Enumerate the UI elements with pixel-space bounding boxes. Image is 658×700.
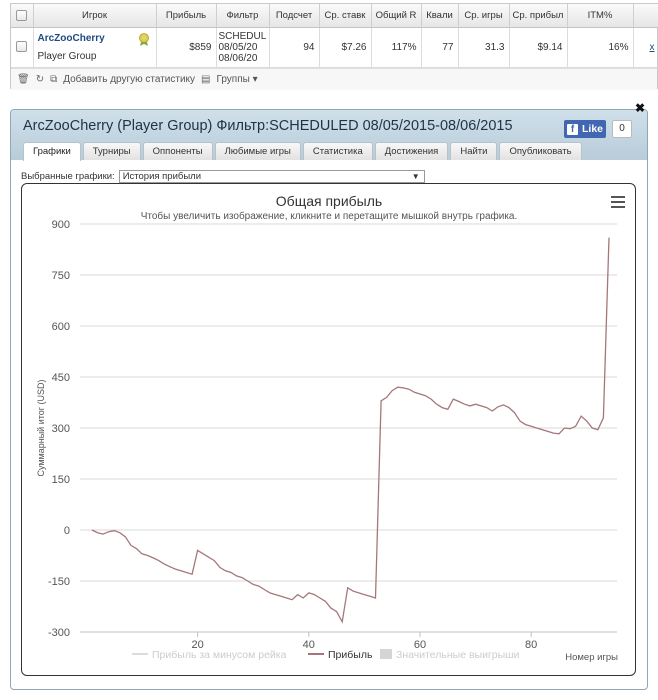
tab-tournaments[interactable]: Турниры	[82, 142, 141, 160]
dropdown-arrow-icon: ▼	[411, 172, 420, 181]
filter-line: 08/06/20	[218, 52, 258, 64]
chevron-down-icon: ▾	[252, 73, 258, 85]
x-tick-label: 40	[303, 639, 315, 651]
table-header-row: Игрок Прибыль Фильтр Подсчет Ср. ставк О…	[11, 4, 658, 28]
tab-statistics[interactable]: Статистика	[302, 142, 373, 160]
groups-icon: ▤	[201, 73, 211, 85]
y-tick-label: 750	[52, 270, 70, 282]
chart-selector-row: Выбранные графики: История прибыли ▼	[21, 170, 425, 183]
chart-selector-label: Выбранные графики:	[21, 171, 115, 182]
filter-line: 08/05/20	[218, 41, 258, 53]
add-stats-button[interactable]: Добавить другую статистику	[63, 73, 196, 85]
stats-table-container: Игрок Прибыль Фильтр Подсчет Ср. ставк О…	[10, 3, 658, 90]
player-panel: ArcZooCherry (Player Group) Фильтр:SCHED…	[10, 102, 648, 690]
qualified-cell: 77	[421, 27, 459, 68]
facebook-icon: f	[567, 123, 578, 135]
player-group-label: Player Group	[37, 50, 97, 62]
column-header-avg-stake[interactable]: Ср. ставк	[319, 4, 372, 28]
filter-line: SCHEDUL	[218, 30, 267, 42]
tab-find[interactable]: Найти	[450, 142, 498, 160]
column-header-extra	[633, 4, 658, 28]
avg-stake-cell: $7.26	[319, 27, 372, 68]
y-tick-label: 900	[52, 219, 70, 231]
y-tick-label: -150	[48, 576, 70, 588]
select-all-checkbox-cell[interactable]	[11, 4, 34, 28]
chart-selector-dropdown[interactable]: История прибыли ▼	[118, 170, 425, 183]
tab-favorite-games[interactable]: Любимые игры	[214, 142, 301, 160]
itm-cell: 16%	[567, 27, 634, 68]
y-tick-label: 600	[52, 321, 70, 333]
y-tick-label: -300	[48, 627, 70, 639]
y-tick-label: 150	[52, 474, 70, 486]
panel-header: ArcZooCherry (Player Group) Фильтр:SCHED…	[11, 110, 647, 161]
refresh-icon[interactable]: ↻	[35, 73, 45, 85]
groups-label: Группы	[216, 73, 250, 85]
tab-charts[interactable]: Графики	[23, 142, 81, 161]
chart-subtitle: Чтобы увеличить изображение, кликните и …	[141, 210, 518, 222]
panel-tabs: Графики Турниры Оппоненты Любимые игры С…	[23, 142, 582, 161]
legend-item-profit: Прибыль	[328, 649, 373, 661]
column-header-avg-profit[interactable]: Ср. прибыл	[509, 4, 568, 28]
remove-cell: x	[633, 27, 658, 68]
column-header-total-roi[interactable]: Общий R	[371, 4, 422, 28]
total-roi-cell: 117%	[371, 27, 422, 68]
groups-dropdown[interactable]: Группы ▾	[217, 74, 258, 85]
y-tick-label: 0	[64, 525, 70, 537]
y-tick-label: 450	[52, 372, 70, 384]
facebook-like-button[interactable]: f Like	[564, 120, 606, 138]
player-name-link[interactable]: ArcZooCherry	[37, 32, 105, 44]
column-header-itm[interactable]: ITM%	[567, 4, 634, 28]
stats-table: Игрок Прибыль Фильтр Подсчет Ср. ставк О…	[11, 4, 658, 68]
tab-publish[interactable]: Опубликовать	[499, 142, 582, 160]
close-icon[interactable]: ✖	[635, 101, 646, 115]
column-header-player[interactable]: Игрок	[33, 4, 157, 28]
tab-opponents[interactable]: Оппоненты	[142, 142, 213, 160]
rank-badge-icon	[138, 32, 149, 46]
legend-swatch-big-wins	[380, 649, 392, 659]
like-count: 0	[612, 120, 632, 138]
profit-cell: $859	[156, 27, 217, 68]
row-checkbox-cell[interactable]	[11, 27, 34, 68]
x-tick-label: 20	[191, 639, 203, 651]
avg-profit-cell: $9.14	[509, 27, 568, 68]
table-row: ArcZooCherry Player Group $859 SCHEDUL 0…	[11, 27, 658, 68]
filter-cell: SCHEDUL 08/05/20 08/06/20	[216, 27, 270, 68]
trash-icon[interactable]: 🗑	[17, 73, 30, 85]
column-header-count[interactable]: Подсчет	[269, 4, 320, 28]
player-cell: ArcZooCherry Player Group	[33, 27, 157, 68]
column-header-avg-games[interactable]: Ср. игры	[458, 4, 510, 28]
add-stats-icon: ⧉	[50, 73, 58, 85]
chart-menu-icon[interactable]	[611, 196, 625, 208]
table-toolbar: 🗑 ↻ ⧉ Добавить другую статистику ▤ Групп…	[11, 67, 657, 90]
like-label: Like	[582, 123, 604, 135]
panel-title: ArcZooCherry (Player Group) Фильтр:SCHED…	[23, 118, 513, 134]
legend-item-big-wins: Значительные выигрыши	[396, 649, 520, 661]
x-tick-label: 60	[414, 639, 426, 651]
remove-row-link[interactable]: x	[649, 41, 655, 53]
avg-games-cell: 31.3	[458, 27, 510, 68]
count-cell: 94	[269, 27, 320, 68]
x-axis-label: Номер игры	[565, 652, 618, 663]
x-tick-label: 80	[525, 639, 537, 651]
y-tick-label: 300	[52, 423, 70, 435]
column-header-filter[interactable]: Фильтр	[216, 4, 270, 28]
chart-selector-value: История прибыли	[122, 171, 202, 182]
chart-title: Общая прибыль	[276, 193, 382, 209]
tab-achievements[interactable]: Достижения	[374, 142, 449, 160]
y-axis-label: Суммарный итог (USD)	[36, 379, 46, 476]
legend-item-rake: Прибыль за минусом рейка	[152, 649, 287, 661]
chart-container[interactable]: Общая прибыль Чтобы увеличить изображение…	[21, 183, 636, 676]
column-header-profit[interactable]: Прибыль	[156, 4, 217, 28]
profit-series-line	[91, 237, 610, 624]
column-header-qualified[interactable]: Квали	[421, 4, 459, 28]
select-all-checkbox[interactable]	[16, 9, 28, 21]
row-checkbox[interactable]	[16, 41, 28, 53]
